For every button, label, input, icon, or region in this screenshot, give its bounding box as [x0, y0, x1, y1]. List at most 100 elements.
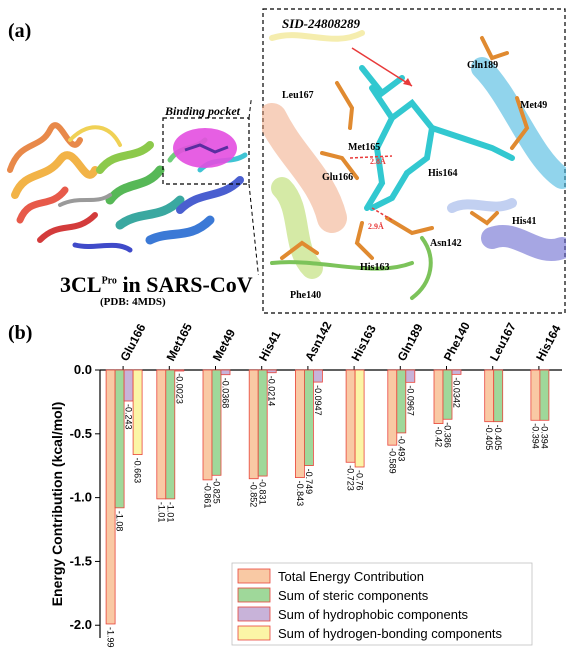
y-tick-label-4: -2.0	[70, 617, 92, 632]
residue-label-glu166: Glu166	[322, 172, 354, 183]
bar-label-His163-3: -0.76	[355, 470, 365, 491]
distance-label-1: 2.8Å	[370, 157, 386, 166]
bar-Asn142-0	[294, 369, 305, 478]
legend-label-3: Sum of hydrogen-bonding components	[278, 626, 503, 641]
bar-label-Asn142-0: -0.843	[295, 481, 305, 507]
energy-bar-chart: 0.0 -0.5 -1.0 -1.5 -2.0 Energy Contribution (…	[49, 319, 564, 648]
bar-Met165-1	[165, 369, 176, 500]
x-tick-label-2: Met49	[210, 327, 238, 364]
residue-label-leu167: Leu167	[282, 90, 314, 101]
bar-Gln189-0	[387, 369, 398, 446]
bar-label-His41-1: -0.831	[258, 479, 268, 505]
bar-Phe140-2	[451, 369, 462, 375]
y-tick-label-1: -0.5	[70, 426, 92, 441]
distance-label-2: 2.9Å	[368, 222, 384, 231]
bar-Glu166-2	[123, 369, 134, 402]
y-tick-label-0: 0.0	[74, 362, 92, 377]
legend-box	[231, 562, 533, 646]
x-tick-label-0: Glu166	[117, 321, 148, 363]
bar-label-His163-0: -0.723	[346, 465, 356, 491]
residue-label-phe140: Phe140	[290, 290, 322, 301]
x-tick-label-1: Met165	[164, 321, 196, 364]
binding-pocket-label: Binding pocket	[165, 104, 241, 118]
bar-Leu167-1	[493, 369, 504, 423]
bar-label-Met49-2: -0.0368	[221, 378, 231, 409]
bar-His164-0	[530, 369, 541, 421]
bar-label-Glu166-1: -1.08	[115, 511, 125, 532]
bar-His164-1	[539, 369, 550, 421]
bar-label-Met49-1: -0.825	[212, 478, 222, 504]
legend-label-2: Sum of hydrophobic components	[278, 607, 469, 622]
bar-Met49-1	[211, 369, 222, 476]
bar-Met49-0	[202, 369, 213, 481]
bar-label-Asn142-1: -0.749	[304, 469, 314, 495]
panel-a-label: (a)	[8, 20, 32, 42]
panel-b-label: (b)	[8, 322, 33, 344]
x-tick-label-9: His164	[533, 322, 564, 363]
residue-label-gln189: Gln189	[467, 60, 499, 71]
residue-label-his41: His41	[512, 216, 537, 227]
bar-Gln189-2	[405, 369, 416, 383]
residue-label-met165: Met165	[348, 142, 381, 153]
bar-label-Phe140-0: -0.42	[434, 427, 444, 448]
y-tick-label-2: -1.0	[70, 490, 92, 505]
bar-Glu166-0	[105, 369, 116, 625]
bar-label-Met165-0: -1.01	[156, 502, 166, 523]
bar-label-His164-0: -0.394	[530, 423, 540, 449]
bar-Leu167-0	[484, 369, 495, 423]
bar-His163-0	[345, 369, 356, 463]
pdb-caption: (PDB: 4MDS)	[100, 296, 166, 308]
y-axis-label: Energy Contribution (kcal/mol)	[49, 402, 65, 607]
y-tick-label-3: -1.5	[70, 553, 92, 568]
bar-label-Glu166-2: -0.243	[124, 404, 134, 430]
residue-label-his164: His164	[428, 168, 458, 179]
bar-His41-1	[257, 369, 268, 477]
binding-pocket-box	[162, 117, 250, 185]
bar-Asn142-2	[312, 369, 323, 383]
bar-Gln189-1	[396, 369, 407, 434]
bar-Glu166-1	[114, 369, 125, 509]
bar-label-Met165-1: -1.01	[165, 502, 175, 523]
bar-label-His41-2: -0.0214	[267, 376, 277, 407]
bar-His163-3	[354, 369, 365, 468]
bar-label-His164-1: -0.394	[539, 423, 549, 449]
bar-label-His41-0: -0.852	[249, 482, 259, 508]
legend-label-0: Total Energy Contribution	[278, 569, 424, 584]
bar-Asn142-1	[303, 369, 314, 466]
bar-label-Leu167-1: -0.405	[493, 425, 503, 451]
legend-label-1: Sum of steric components	[278, 588, 429, 603]
bar-label-Glu166-3: -0.663	[133, 458, 143, 484]
x-tick-label-7: Phe140	[441, 319, 473, 363]
bar-label-Phe140-1: -0.386	[443, 422, 453, 448]
x-tick-label-3: His41	[256, 328, 284, 363]
legend-swatch-2	[237, 606, 271, 622]
bar-label-Gln189-2: -0.0967	[405, 385, 415, 416]
protein-structure-image	[7, 100, 259, 275]
bar-label-Met165-2: -0.0023	[174, 373, 184, 404]
x-tick-label-6: Gln189	[395, 321, 426, 363]
bar-Phe140-0	[433, 369, 444, 424]
bar-label-Phe140-2: -0.0342	[452, 377, 462, 408]
bar-Glu166-3	[132, 369, 143, 456]
legend-swatch-3	[237, 625, 271, 641]
bar-label-Gln189-0: -0.589	[387, 448, 397, 474]
bar-His41-2	[266, 369, 277, 374]
bar-Phe140-1	[442, 369, 453, 420]
bar-label-Met49-0: -0.861	[203, 483, 213, 509]
bar-label-Leu167-0: -0.405	[484, 425, 494, 451]
bar-Met165-0	[156, 369, 167, 500]
x-tick-label-5: His163	[348, 322, 379, 363]
binding-pocket-zoom-image	[262, 8, 566, 314]
bar-label-Asn142-2: -0.0947	[313, 385, 323, 416]
bar-His41-0	[248, 369, 259, 480]
residue-label-asn142: Asn142	[430, 238, 462, 249]
residue-label-met49: Met49	[520, 100, 548, 111]
x-tick-label-8: Leu167	[487, 320, 519, 363]
legend-swatch-1	[237, 587, 271, 603]
x-tick-label-4: Asn142	[302, 319, 335, 364]
legend-swatch-0	[237, 568, 271, 584]
bar-label-Gln189-1: -0.493	[396, 436, 406, 462]
bar-Met165-2	[174, 369, 185, 372]
bar-Met49-2	[220, 369, 231, 376]
protein-caption: 3CLPro in SARS-CoV	[60, 272, 253, 297]
